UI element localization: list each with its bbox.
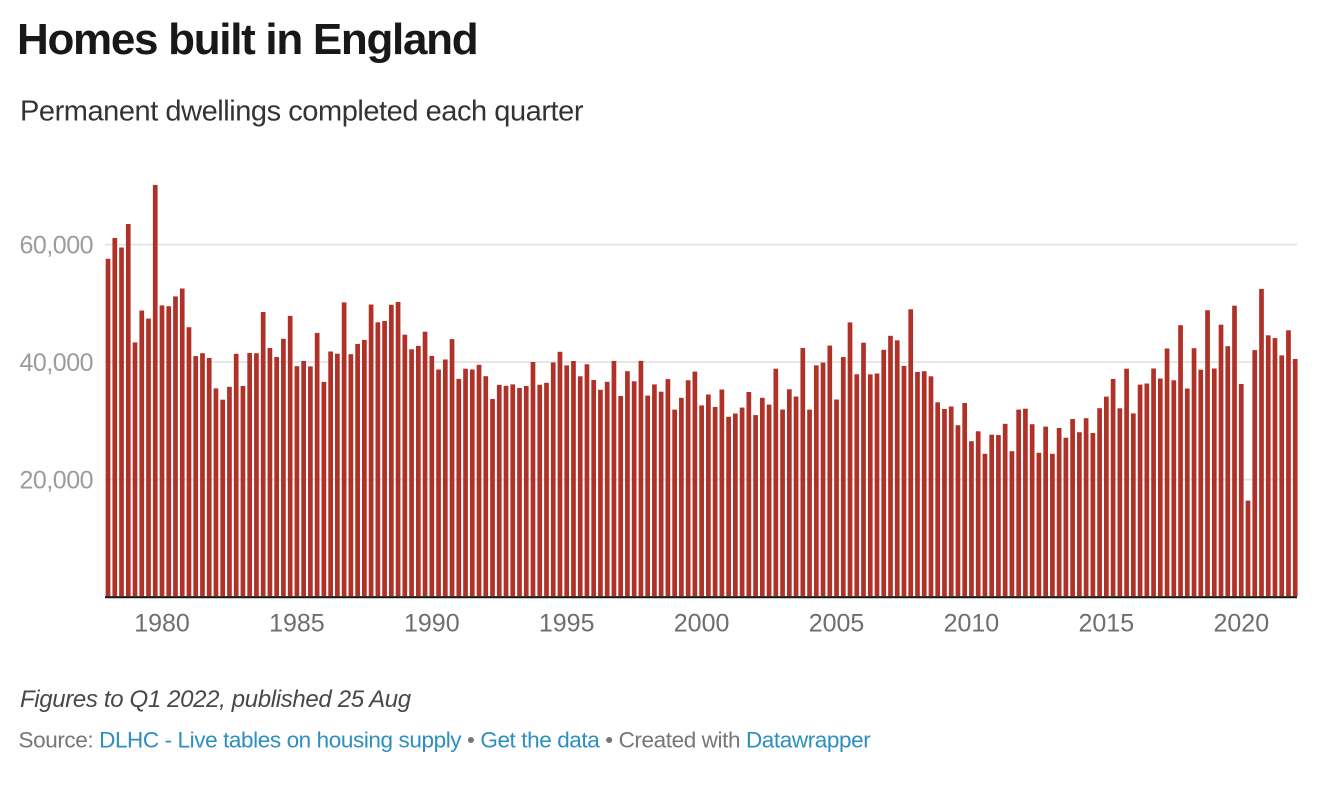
svg-text:Source: DLHC - Live tables on: Source: DLHC - Live tables on housing su… xyxy=(19,728,872,753)
svg-text:60,000: 60,000 xyxy=(20,232,93,260)
svg-text:2015: 2015 xyxy=(1078,610,1134,638)
svg-text:2010: 2010 xyxy=(944,610,1000,638)
svg-text:2020: 2020 xyxy=(1213,610,1269,638)
svg-text:Permanent dwellings completed: Permanent dwellings completed each quart… xyxy=(20,96,584,128)
svg-text:Figures to Q1 2022, published: Figures to Q1 2022, published 25 Aug xyxy=(20,686,412,713)
svg-text:Homes built in England: Homes built in England xyxy=(17,15,477,64)
svg-text:2000: 2000 xyxy=(674,610,730,638)
svg-text:1990: 1990 xyxy=(404,610,460,638)
svg-text:1980: 1980 xyxy=(134,610,190,638)
svg-text:2005: 2005 xyxy=(809,610,865,638)
svg-text:20,000: 20,000 xyxy=(20,467,93,495)
svg-text:40,000: 40,000 xyxy=(20,349,93,377)
svg-text:1995: 1995 xyxy=(539,610,595,638)
svg-text:1985: 1985 xyxy=(269,610,325,638)
